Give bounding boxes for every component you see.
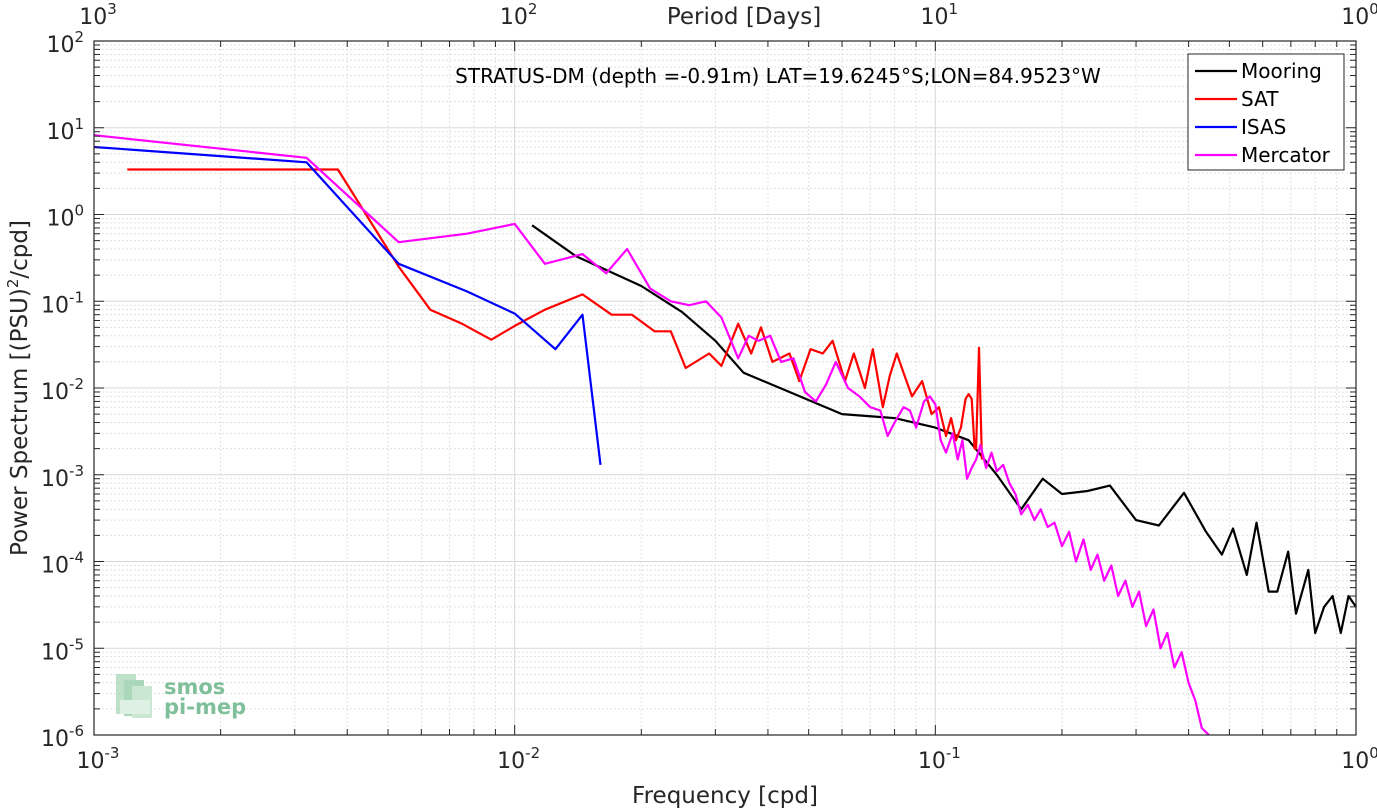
top-x-tick-label: 101 [921, 0, 959, 30]
legend-label-mooring: Mooring [1241, 59, 1322, 83]
x-axis-title: Frequency [cpd] [632, 783, 818, 809]
series-line-isas [93, 145, 602, 466]
top-x-tick-label: 100 [1341, 0, 1377, 30]
legend-label-mercator: Mercator [1241, 143, 1331, 167]
y-tick-label: 102 [46, 28, 84, 58]
y-tick-label: 10-4 [41, 549, 84, 579]
logo-line1: smos [164, 675, 225, 699]
y-axis-title-part2: /cpd] [7, 220, 33, 279]
x-tick-labels: 10-3 10-2 10-1 100 [77, 744, 1377, 774]
logo-mark-icon [116, 674, 152, 718]
legend: Mooring SAT ISAS Mercator [1187, 53, 1345, 171]
x-tick-label: 10-2 [497, 744, 540, 774]
y-tick-label: 10-3 [41, 462, 84, 492]
top-x-tick-label: 102 [500, 0, 538, 30]
chart-title: STRATUS-DM (depth =-0.91m) LAT=19.6245°S… [455, 64, 1101, 88]
legend-label-sat: SAT [1241, 87, 1279, 111]
x-tick-label: 100 [1341, 744, 1377, 774]
smos-pimep-logo: smos pi-mep [116, 674, 246, 719]
series-line-mercator [93, 134, 1210, 736]
logo-line2: pi-mep [164, 695, 246, 719]
series-line-mooring [531, 224, 1357, 635]
y-axis-title-part1: Power Spectrum [(PSU) [7, 288, 33, 556]
axis-ticks [93, 40, 1357, 736]
legend-box [1187, 53, 1345, 171]
y-tick-label: 10-5 [41, 635, 84, 665]
y-tick-label: 10-6 [41, 722, 84, 752]
top-x-tick-labels: 103 102 101 100 [79, 0, 1377, 30]
top-x-tick-label: 103 [79, 0, 117, 30]
top-x-axis-title: Period [Days] [667, 4, 821, 30]
y-tick-label: 10-1 [41, 288, 84, 318]
legend-label-isas: ISAS [1241, 115, 1286, 139]
series-layer [93, 134, 1357, 736]
y-tick-labels: 102 101 100 10-1 10-2 10-3 10-4 10-5 10-6 [41, 28, 84, 752]
y-axis-title: Power Spectrum [(PSU)2/cpd] [4, 220, 33, 556]
y-tick-label: 100 [46, 202, 84, 232]
y-tick-label: 101 [46, 115, 84, 145]
x-tick-label: 10-1 [918, 744, 961, 774]
y-axis-title-superscript: 2 [4, 279, 22, 289]
series-line-sat [127, 168, 983, 460]
y-tick-label: 10-2 [41, 375, 84, 405]
x-tick-label: 10-3 [77, 744, 120, 774]
